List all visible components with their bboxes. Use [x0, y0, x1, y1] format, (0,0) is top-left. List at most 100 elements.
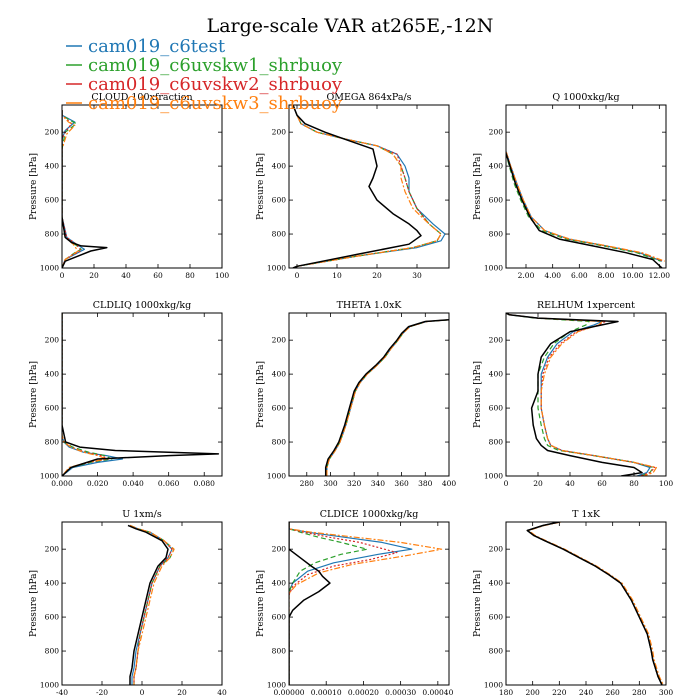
y-tick-label: 600: [45, 404, 60, 413]
y-tick-label: 400: [272, 370, 287, 379]
plot-frame: [505, 312, 667, 477]
y-tick-label: 600: [272, 196, 287, 205]
series-line-obs: [506, 150, 663, 268]
x-tick-label: 20: [372, 271, 382, 280]
panel-5: THETA 1.0xK 200 400 600 800 1000 280 300 320 340 3…: [256, 300, 456, 488]
y-tick-label: 1000: [40, 681, 59, 690]
y-tick-label: 1000: [40, 264, 59, 273]
x-tick-label: 320: [347, 479, 362, 488]
legend-entry: cam019_c6uvskw2_shrbuoy: [88, 74, 343, 95]
plot-frame: [505, 521, 667, 686]
series-group: [127, 524, 175, 685]
y-tick-label: 200: [45, 336, 60, 345]
x-tick-label: 80: [185, 271, 195, 280]
y-tick-label: 800: [45, 230, 60, 239]
series-line-cam019_c6uvskw3_shrbuoy: [506, 149, 665, 262]
plot-frame: [61, 104, 223, 269]
plot-frame: [505, 104, 667, 269]
x-tick-label: 20: [533, 479, 543, 488]
x-tick-label: 0: [60, 271, 65, 280]
plot-frame: [61, 312, 223, 477]
x-tick-label: 10.00: [622, 271, 644, 280]
x-tick-label: 180: [499, 688, 514, 697]
y-tick-label: 1000: [267, 264, 286, 273]
y-tick-label: 1000: [267, 681, 286, 690]
x-tick-label: 60: [597, 479, 607, 488]
series-line-cam019_c6uvskw1_shrbuoy: [62, 313, 113, 476]
y-tick-label: 200: [489, 545, 504, 554]
y-tick-label: 800: [272, 647, 287, 656]
y-tick-label: 800: [489, 647, 504, 656]
y-tick-label: 400: [489, 370, 504, 379]
y-tick-label: 400: [489, 579, 504, 588]
x-tick-label: 280: [300, 479, 315, 488]
x-tick-label: 20: [89, 271, 99, 280]
y-tick-label: 600: [272, 613, 287, 622]
x-tick-label: 4.00: [544, 271, 561, 280]
x-tick-label: 200: [526, 688, 541, 697]
series-line-obs: [289, 522, 331, 685]
y-tick-label: 1000: [267, 472, 286, 481]
series-line-cam019_c6test: [289, 522, 413, 685]
x-tick-label: 0.060: [158, 479, 180, 488]
y-tick-label: 600: [272, 404, 287, 413]
panel-title: THETA 1.0xK: [337, 300, 403, 311]
x-tick-label: 0: [295, 271, 300, 280]
y-tick-label: 400: [272, 162, 287, 171]
series-line-cam019_c6test: [506, 149, 663, 262]
y-tick-label: 1000: [484, 472, 503, 481]
y-tick-label: 1000: [484, 264, 503, 273]
series-group: [506, 149, 665, 268]
series-line-cam019_c6uvskw1_shrbuoy: [289, 522, 368, 685]
series-line-cam019_c6uvskw1_shrbuoy: [506, 151, 661, 262]
series-line-obs: [506, 313, 643, 476]
x-tick-label: -20: [96, 688, 108, 697]
x-tick-label: 260: [606, 688, 621, 697]
y-tick-label: 800: [489, 230, 504, 239]
x-tick-label: 100: [215, 271, 230, 280]
panel-title: Q 1000xkg/kg: [552, 92, 619, 103]
x-tick-label: 100: [659, 479, 674, 488]
x-tick-label: 30: [412, 271, 422, 280]
legend-entry: cam019_c6uvskw1_shrbuoy: [88, 55, 343, 76]
y-axis-label: Pressure [hPa]: [473, 153, 483, 220]
series-line-cam019_c6uvskw3_shrbuoy: [129, 524, 175, 685]
y-tick-label: 800: [489, 438, 504, 447]
panel-title: RELHUM 1xpercent: [537, 300, 635, 311]
series-line-cam019_c6uvskw2_shrbuoy: [526, 522, 663, 685]
panel-title: U 1xm/s: [122, 509, 162, 520]
series-line-cam019_c6test: [62, 110, 86, 268]
series-line-obs: [62, 110, 108, 268]
series-group: [62, 110, 108, 268]
series-group: [506, 313, 658, 476]
y-tick-label: 1000: [484, 681, 503, 690]
panel-title: CLOUD 100xfraction: [91, 92, 192, 103]
series-line-cam019_c6uvskw2_shrbuoy: [506, 149, 664, 262]
plot-frame: [288, 521, 450, 686]
series-line-cam019_c6uvskw2_shrbuoy: [292, 105, 442, 268]
x-tick-label: 400: [442, 479, 457, 488]
y-tick-label: 400: [45, 162, 60, 171]
x-tick-label: 40: [217, 688, 227, 697]
y-tick-label: 600: [45, 613, 60, 622]
y-tick-label: 200: [272, 545, 287, 554]
series-line-cam019_c6uvskw1_shrbuoy: [292, 105, 442, 268]
legend: cam019_c6testcam019_c6uvskw1_shrbuoycam0…: [66, 36, 343, 114]
series-line-obs: [127, 524, 169, 685]
x-tick-label: -40: [56, 688, 68, 697]
panel-7: U 1xm/s 200 400 600 800 1000-40 -20 0 20 40 Pressu…: [29, 509, 227, 697]
panel-2: OMEGA 864xPa/s 200 400 600 800 1000 0 10 20 30 Pre…: [256, 92, 450, 280]
y-axis-label: Pressure [hPa]: [29, 570, 39, 637]
x-tick-label: 220: [552, 688, 567, 697]
x-tick-label: 12.00: [649, 271, 671, 280]
panel-8: CLDICE 1000xkg/kg 200 400 600 800 10000.00000…: [256, 509, 454, 697]
panel-title: OMEGA 864xPa/s: [326, 92, 411, 103]
series-line-cam019_c6uvskw3_shrbuoy: [506, 313, 658, 476]
y-axis-label: Pressure [hPa]: [473, 570, 483, 637]
y-tick-label: 400: [45, 370, 60, 379]
x-tick-label: 0.00020: [348, 688, 379, 697]
